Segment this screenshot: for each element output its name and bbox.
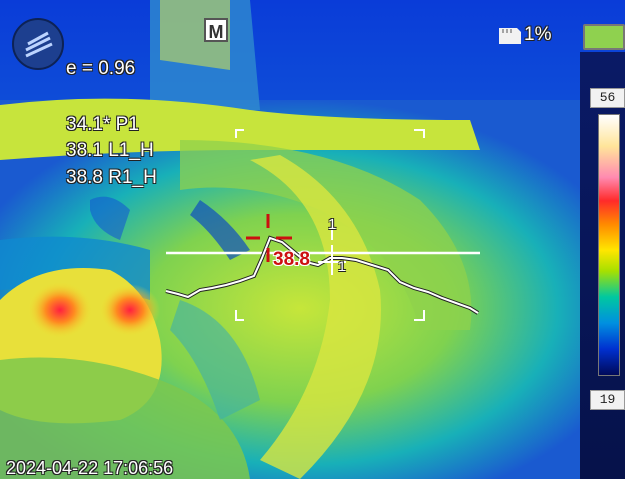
battery-icon	[583, 24, 625, 50]
app-logo-icon	[12, 18, 64, 70]
scale-max[interactable]: 56	[590, 88, 625, 108]
profile-marker-label: 1	[328, 214, 336, 235]
timestamp: 2024-04-22 17:06:56	[6, 458, 173, 479]
measurement-r1-h: 38.8 R1_H	[66, 167, 157, 188]
battery-percent: 1%	[524, 24, 551, 45]
measurement-l1-h: 38.1 L1_H	[66, 140, 154, 161]
manual-mode-icon[interactable]: M	[204, 18, 228, 42]
cross-marker-label: 1	[338, 256, 346, 277]
scale-min[interactable]: 19	[590, 390, 625, 410]
sd-card-icon	[497, 26, 523, 46]
measurement-p1: 34.1* P1	[66, 114, 139, 135]
color-scale-bar	[598, 114, 620, 376]
emissivity-readout: e = 0.96	[66, 58, 135, 79]
hotspot-value: 38.8	[273, 249, 310, 270]
